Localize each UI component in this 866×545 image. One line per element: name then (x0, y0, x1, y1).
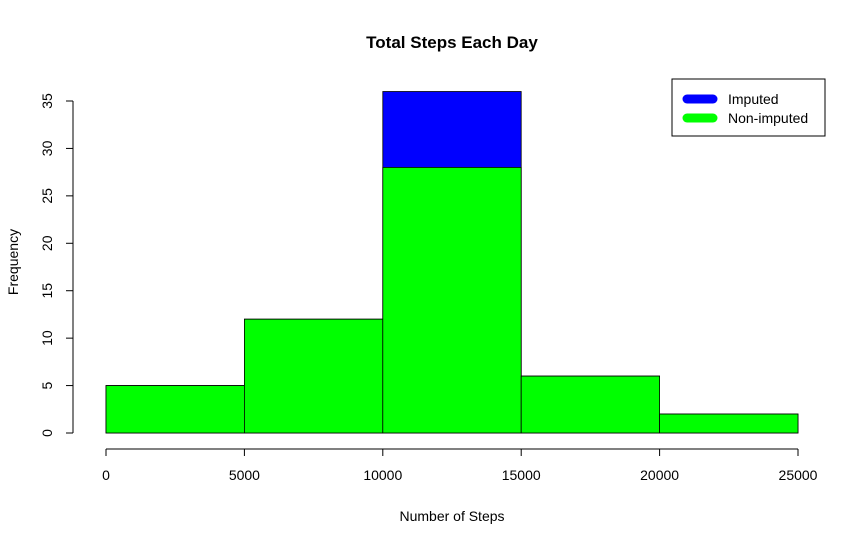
bar-non-imputed-3 (520, 375, 661, 434)
y-tick-label: 0 (39, 429, 55, 437)
chart-title: Total Steps Each Day (366, 33, 538, 52)
y-axis-label: Frequency (5, 229, 21, 295)
bar-non-imputed-4 (659, 413, 799, 434)
bars-group (105, 91, 799, 434)
legend-label-non-imputed: Non-imputed (728, 110, 808, 126)
bar-non-imputed-0 (105, 385, 245, 434)
y-tick-label: 35 (39, 93, 55, 109)
y-tick-label: 20 (39, 235, 55, 251)
x-tick-label: 25000 (779, 467, 818, 483)
x-axis: 0 5000 10000 15000 20000 25000 (102, 448, 818, 483)
legend-box (671, 78, 826, 137)
y-tick-label: 10 (39, 330, 55, 346)
bar-non-imputed-2 (382, 166, 522, 434)
x-tick-label: 20000 (640, 467, 679, 483)
x-tick-label: 5000 (229, 467, 260, 483)
x-tick-label: 15000 (502, 467, 541, 483)
y-tick-label: 25 (39, 188, 55, 204)
y-tick-label: 15 (39, 283, 55, 299)
y-axis: 0 5 10 15 20 25 30 35 (39, 93, 74, 437)
x-tick-label: 10000 (363, 467, 402, 483)
x-tick-label: 0 (102, 467, 110, 483)
x-axis-label: Number of Steps (399, 508, 504, 524)
y-tick-label: 5 (39, 381, 55, 389)
legend: Imputed Non-imputed (671, 78, 826, 137)
bar-non-imputed-1 (243, 318, 384, 434)
y-tick-label: 30 (39, 140, 55, 156)
legend-label-imputed: Imputed (728, 91, 779, 107)
